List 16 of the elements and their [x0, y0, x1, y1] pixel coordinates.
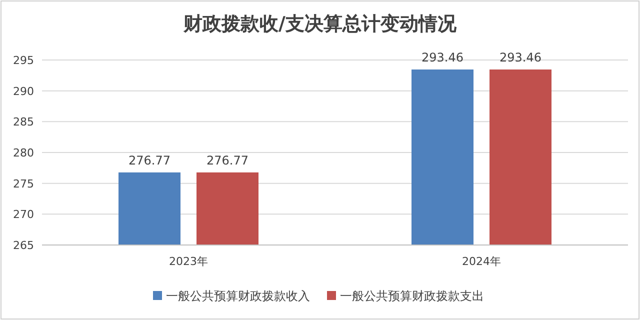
data-label: 293.46 — [422, 50, 464, 64]
legend-label: 一般公共预算财政拨款支出 — [340, 289, 484, 303]
y-tick-label: 265 — [13, 239, 34, 252]
y-tick-label: 275 — [13, 177, 34, 190]
x-tick-label: 2024年 — [462, 255, 501, 268]
y-tick-label: 295 — [13, 54, 34, 67]
y-tick-label: 285 — [13, 116, 34, 129]
data-label: 276.77 — [206, 153, 248, 168]
data-label: 293.46 — [500, 50, 542, 64]
data-label: 276.77 — [128, 153, 170, 168]
x-tick-label: 2023年 — [169, 255, 208, 268]
y-tick-label: 270 — [13, 208, 34, 222]
title: 财政拨款收/支决算总计变动情况 — [184, 13, 456, 35]
y-tick-label: 290 — [13, 84, 34, 98]
legend-label: 一般公共预算财政拨款收入 — [166, 289, 310, 303]
y-tick-label: 280 — [13, 146, 34, 160]
